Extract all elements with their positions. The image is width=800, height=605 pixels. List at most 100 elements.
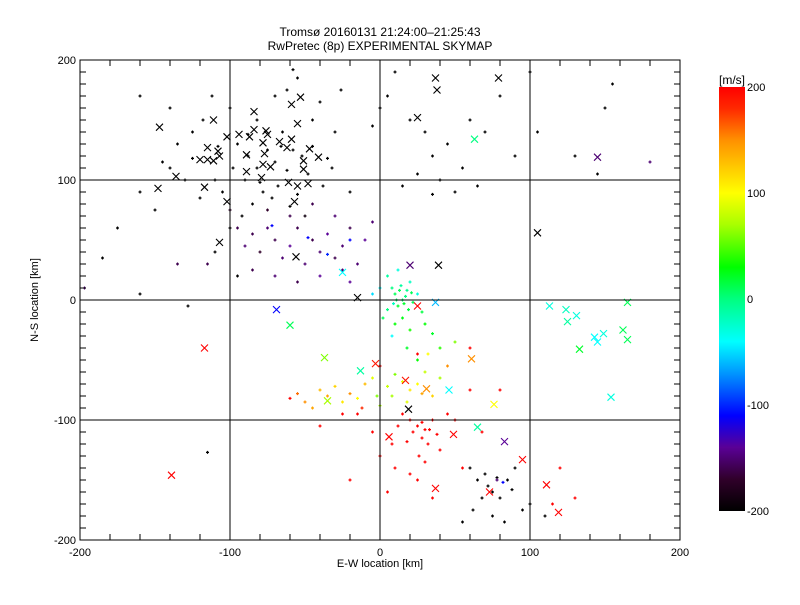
data-point: [416, 352, 419, 356]
data-point: [558, 466, 562, 470]
data-point: [360, 406, 364, 410]
data-point-cross: [223, 132, 231, 141]
data-point: [381, 316, 385, 320]
data-point: [491, 490, 494, 494]
data-point: [240, 214, 244, 218]
y-tick-label: -200: [54, 535, 76, 547]
data-point: [405, 346, 409, 350]
data-point-cross: [518, 455, 527, 464]
data-point: [408, 472, 412, 476]
data-point-cross: [304, 179, 312, 188]
data-point: [461, 520, 464, 524]
data-point-cross: [545, 302, 554, 310]
data-point: [453, 190, 457, 194]
colorbar-tick-label: -200: [747, 506, 769, 518]
data-point: [303, 214, 307, 218]
data-point-cross: [286, 321, 294, 330]
data-point: [201, 118, 205, 122]
data-point: [513, 154, 517, 158]
data-point-cross: [259, 160, 267, 169]
data-point: [393, 292, 397, 296]
x-tick-label: 200: [671, 547, 689, 559]
data-point: [416, 358, 419, 362]
data-point: [503, 520, 506, 524]
data-point: [446, 412, 449, 416]
data-point: [251, 268, 254, 272]
data-point: [495, 478, 499, 482]
data-point: [321, 184, 325, 188]
data-point: [420, 420, 424, 424]
data-point: [206, 450, 209, 454]
data-point: [411, 300, 415, 304]
data-point: [356, 412, 359, 416]
data-point: [393, 466, 397, 470]
data-point-cross: [533, 228, 542, 237]
data-point: [318, 250, 322, 254]
data-point: [420, 392, 424, 396]
data-point-cross: [338, 268, 347, 277]
data-point: [318, 100, 322, 104]
data-point: [408, 328, 412, 332]
data-point: [435, 432, 439, 436]
data-point-cross: [200, 344, 209, 352]
data-point: [243, 244, 247, 248]
data-point: [339, 88, 343, 92]
data-point: [236, 142, 239, 146]
data-point-cross: [320, 353, 329, 362]
data-point: [330, 166, 334, 170]
data-point: [402, 302, 406, 306]
data-point: [371, 220, 374, 224]
data-point: [386, 308, 389, 312]
data-point-cross: [314, 153, 323, 162]
data-point: [438, 448, 442, 452]
data-point: [420, 310, 424, 314]
data-point: [266, 208, 269, 212]
data-point-cross: [196, 155, 204, 164]
data-point: [393, 322, 397, 326]
data-point: [273, 274, 277, 278]
data-point-cross: [263, 130, 272, 139]
data-point: [375, 394, 379, 398]
data-point: [390, 394, 394, 398]
data-point: [296, 280, 299, 284]
data-point: [326, 156, 329, 160]
data-point: [416, 424, 419, 428]
x-tick-label: -100: [219, 547, 241, 559]
data-point: [296, 392, 299, 396]
data-point-cross: [203, 143, 212, 152]
data-point-cross: [203, 155, 212, 164]
data-point: [453, 340, 457, 344]
data-point-cross: [250, 125, 258, 134]
data-point: [176, 142, 179, 146]
data-point-cross: [292, 252, 300, 261]
x-tick-label: 0: [377, 547, 383, 559]
data-point-cross: [599, 329, 608, 338]
data-point: [273, 160, 277, 164]
data-point: [498, 388, 502, 392]
chart-subtitle: RwPretec (8p) EXPERIMENTAL SKYMAP: [268, 39, 493, 53]
data-point: [231, 166, 235, 170]
data-point: [138, 292, 142, 296]
data-point: [543, 514, 547, 518]
data-point: [446, 364, 449, 368]
data-point: [348, 478, 352, 482]
data-point: [333, 214, 337, 218]
data-point-cross: [619, 326, 627, 334]
data-point-cross: [406, 261, 414, 270]
data-point: [296, 76, 299, 80]
data-point: [311, 238, 314, 242]
data-point: [318, 274, 322, 278]
data-point: [596, 172, 599, 176]
data-point-cross: [305, 144, 314, 153]
data-point: [498, 496, 502, 500]
data-point-cross: [266, 162, 275, 171]
data-point: [420, 436, 424, 440]
data-point: [423, 322, 427, 326]
data-point-cross: [209, 156, 218, 165]
data-point: [333, 130, 337, 134]
data-point-cross: [242, 167, 251, 176]
data-point: [371, 430, 374, 434]
data-point: [288, 396, 292, 400]
data-point: [251, 202, 254, 206]
data-point: [236, 274, 239, 278]
